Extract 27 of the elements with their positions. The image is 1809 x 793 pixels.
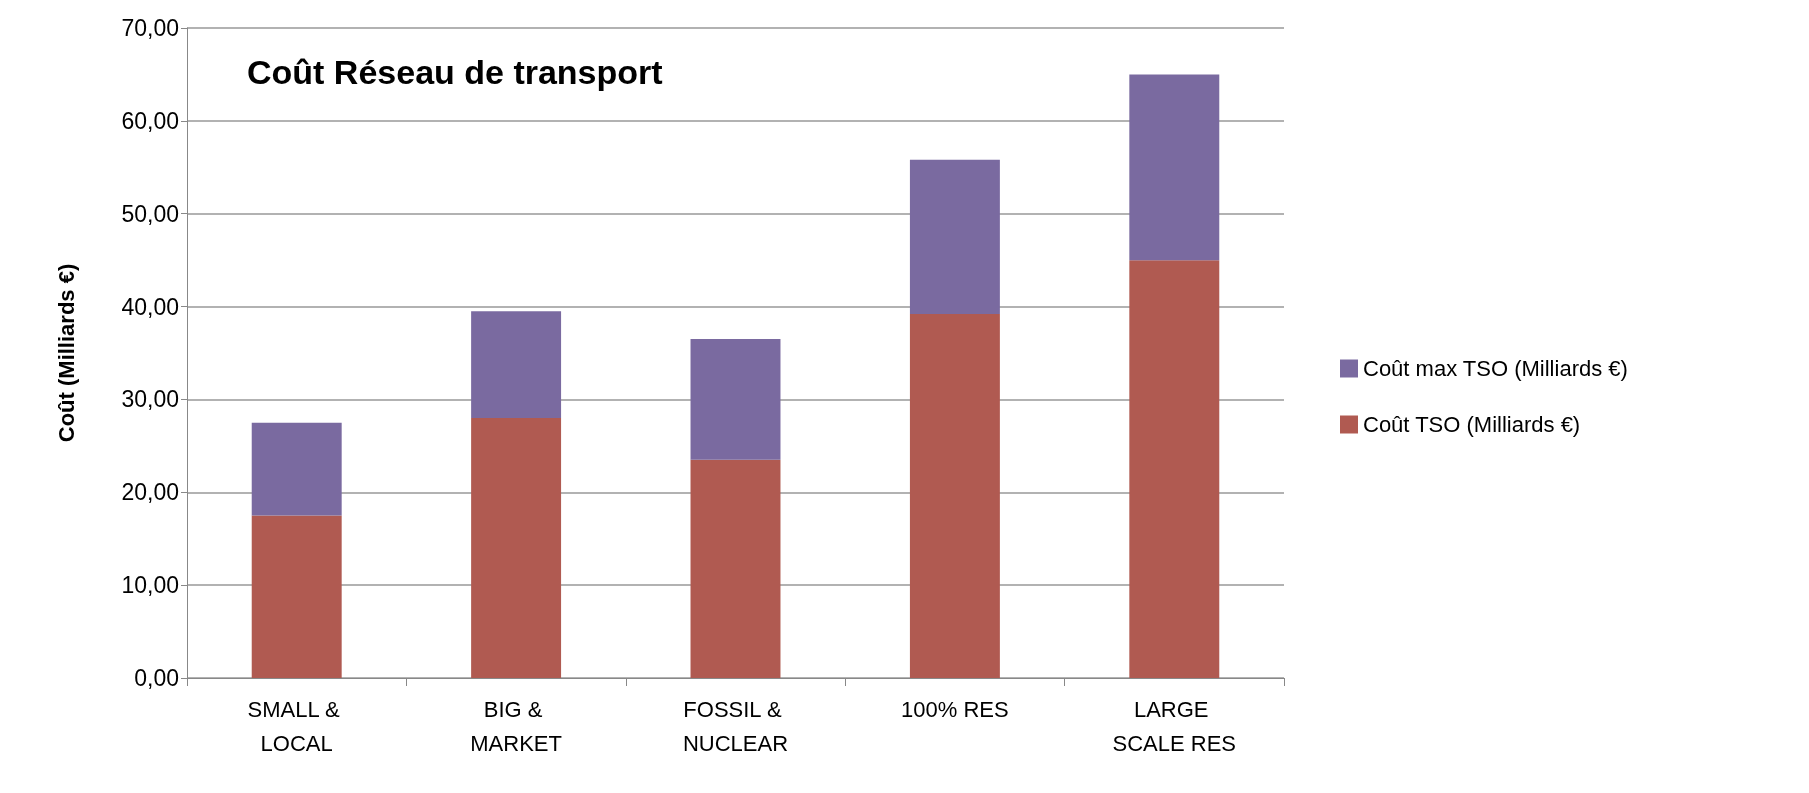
bar	[471, 311, 562, 418]
legend-label: Coût TSO (Milliards €)	[1363, 412, 1581, 437]
x-tick-label: 100% RES	[901, 696, 1009, 722]
y-tick-label: 70,00	[121, 15, 179, 41]
y-tick-label: 60,00	[121, 107, 179, 134]
bar	[690, 459, 781, 678]
bar	[690, 339, 781, 460]
y-tick-label: 50,00	[121, 200, 179, 227]
x-tick-label: FOSSIL & NUCLEAR	[682, 696, 789, 756]
bar	[909, 314, 1000, 678]
bar	[909, 159, 1000, 314]
x-tick-label: SMALL & LOCAL	[247, 696, 346, 756]
x-tick-label: LARGE SCALE RES	[1112, 696, 1237, 756]
y-axis-title: Coût (Milliards €)	[53, 263, 79, 443]
bar	[251, 422, 342, 516]
bar	[471, 418, 562, 678]
legend-label: Coût max TSO (Milliards €)	[1363, 356, 1628, 381]
bar	[1129, 74, 1220, 261]
bar	[1129, 260, 1220, 678]
y-tick-label: 10,00	[121, 572, 179, 599]
x-tick-label: BIG & MARKET	[470, 696, 562, 756]
y-tick-label: 30,00	[121, 386, 179, 413]
y-tick-label: 0,00	[134, 665, 179, 691]
bar	[251, 515, 342, 678]
y-tick-label: 20,00	[121, 479, 179, 506]
text: Coût Réseau de transport	[247, 53, 663, 91]
y-tick-label: 40,00	[121, 293, 179, 320]
